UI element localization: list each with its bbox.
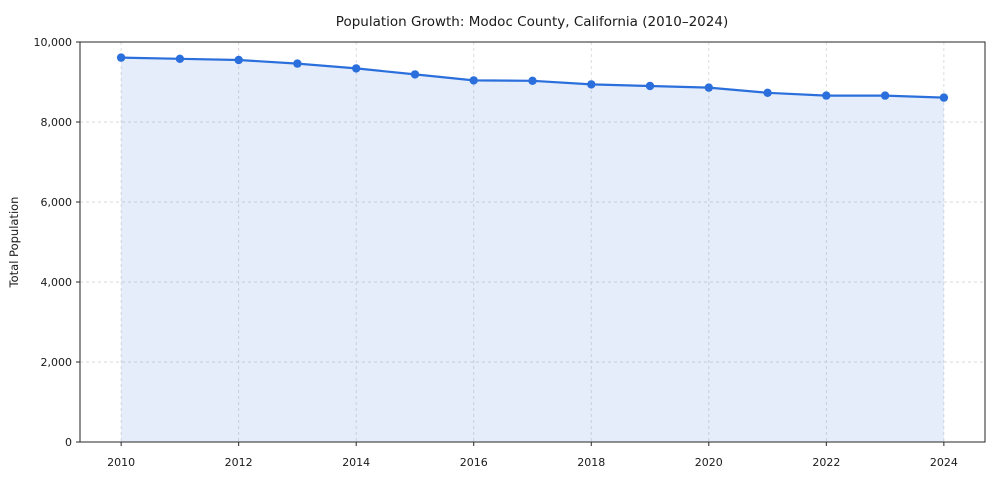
axes-spines xyxy=(79,41,986,443)
y-axis-label: Total Population xyxy=(7,197,21,289)
x-tick-label: 2012 xyxy=(225,456,253,469)
data-point xyxy=(175,54,185,63)
y-tick-label: 4,000 xyxy=(41,276,73,289)
y-tick-label: 2,000 xyxy=(41,356,73,369)
data-point xyxy=(410,70,420,79)
data-point xyxy=(587,80,596,89)
data-point xyxy=(116,53,126,62)
x-tick-label: 2018 xyxy=(577,456,605,469)
plot-area: 0 2,000 4,000 6,000 8,000 10,000 2010 2012 2014 2… xyxy=(34,36,986,469)
data-point xyxy=(704,83,713,92)
y-tick-label: 10,000 xyxy=(34,36,73,49)
data-point xyxy=(939,93,949,102)
data-point xyxy=(645,81,655,91)
x-tick-label: 2020 xyxy=(695,456,723,469)
data-point xyxy=(352,64,361,73)
x-tick-label: 2022 xyxy=(812,456,840,469)
data-point xyxy=(528,76,537,86)
chart-title: Population Growth: Modoc County, Califor… xyxy=(336,14,728,30)
y-tick-label: 0 xyxy=(65,436,72,449)
x-tick-label: 2016 xyxy=(460,456,488,469)
data-point xyxy=(763,88,772,98)
x-tick-label: 2010 xyxy=(107,456,135,469)
data-point xyxy=(822,91,831,100)
data-point xyxy=(293,59,302,68)
y-tick-label: 8,000 xyxy=(41,116,73,129)
x-tick-label: 2014 xyxy=(342,456,370,469)
data-point xyxy=(234,55,243,65)
area-fill xyxy=(121,57,944,442)
data-point xyxy=(469,76,478,85)
y-tick-label: 6,000 xyxy=(41,196,73,209)
data-point xyxy=(880,91,890,100)
x-tick-label: 2024 xyxy=(930,456,958,469)
